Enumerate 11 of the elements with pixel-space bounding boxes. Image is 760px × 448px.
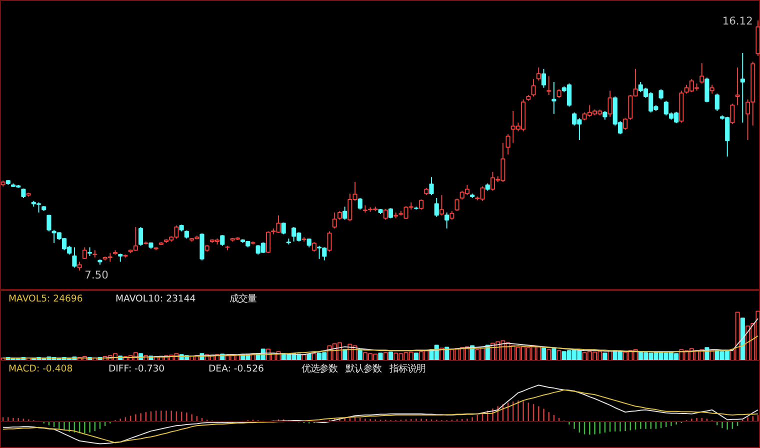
text: 指标说明 — [388, 364, 426, 374]
text: 优选参数 — [302, 364, 338, 374]
text: 默认参数 — [344, 364, 382, 374]
text: MAVOL5: 24696 — [8, 294, 83, 304]
annotation: 16.12 — [722, 14, 753, 28]
text: MACD: -0.408 — [8, 364, 73, 374]
annotation: 7.50 — [84, 268, 109, 282]
text: MAVOL10: 23144 — [116, 294, 196, 304]
text: 成交量 — [230, 294, 256, 304]
text: DIFF: -0.730 — [108, 364, 165, 374]
text: DEA: -0.526 — [208, 364, 264, 374]
